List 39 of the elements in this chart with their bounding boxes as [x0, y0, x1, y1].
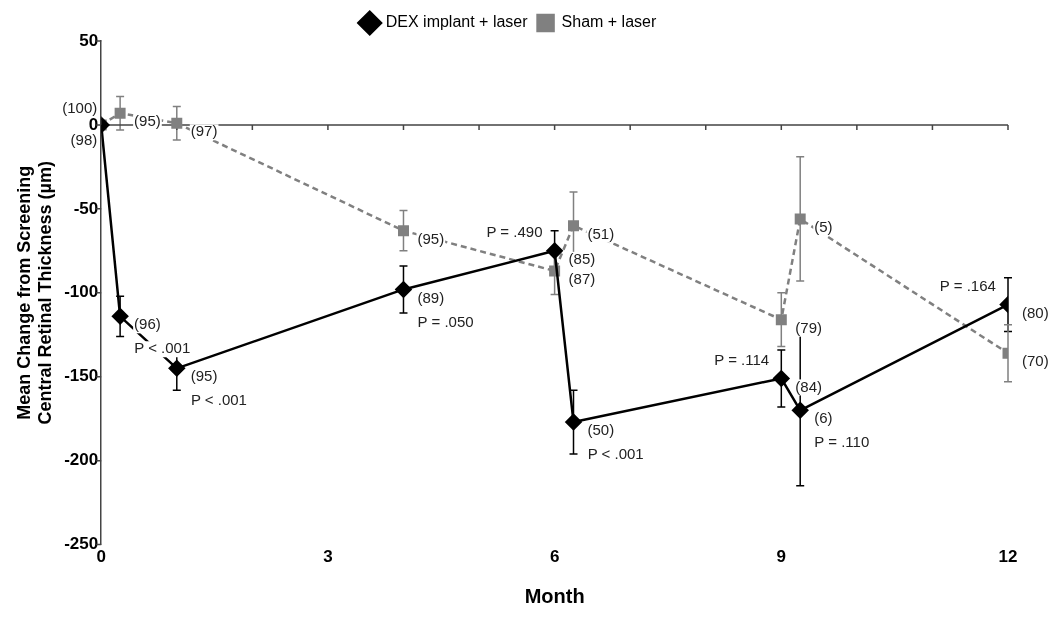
annotation: (6): [814, 409, 833, 427]
annotation: (95): [134, 112, 161, 130]
y-tick-label: 50: [79, 30, 99, 50]
annotation: P = .110: [814, 433, 870, 451]
annotation: (80): [1021, 303, 1049, 321]
annotation: (84): [795, 377, 822, 395]
x-tick-label: 6: [549, 547, 560, 567]
annotation: (95): [417, 229, 445, 247]
annotation: (5): [814, 218, 833, 236]
annotation: (85): [568, 249, 596, 267]
y-tick-label: -200: [64, 450, 99, 470]
x-tick-label: 9: [776, 547, 787, 567]
x-tick-label: 12: [998, 547, 1018, 567]
annotation: P < .001: [134, 339, 191, 357]
annotation: P = .050: [417, 312, 474, 330]
y-axis-title: Mean Change from Screening Central Retinal Thickness (µm): [13, 161, 56, 425]
y-tick-label: -150: [64, 366, 99, 386]
annotation: (51): [587, 224, 615, 242]
annotation: (96): [134, 315, 161, 333]
legend-label: DEX implant + laser: [385, 13, 529, 31]
annotation: (95): [190, 367, 218, 385]
annotation: (79): [795, 318, 822, 336]
annotation: P = .164: [939, 276, 996, 294]
legend-label: Sham + laser: [561, 13, 657, 31]
annotation: (89): [417, 288, 445, 306]
annotation: (70): [1021, 352, 1049, 370]
annotation: P < .001: [587, 445, 644, 463]
annotation: (87): [568, 270, 596, 288]
annotation: (97): [190, 122, 218, 140]
annotation: P = .114: [714, 350, 770, 368]
y-tick-label: -50: [73, 198, 99, 218]
annotation: (100): [62, 99, 98, 117]
annotation: P < .001: [190, 391, 247, 409]
y-tick-label: -100: [64, 282, 99, 302]
x-tick-label: 3: [323, 547, 333, 567]
x-axis-title: Month: [524, 584, 585, 607]
annotation: (98): [70, 131, 98, 149]
annotation: (50): [587, 421, 615, 439]
annotation: P = .490: [486, 222, 543, 240]
